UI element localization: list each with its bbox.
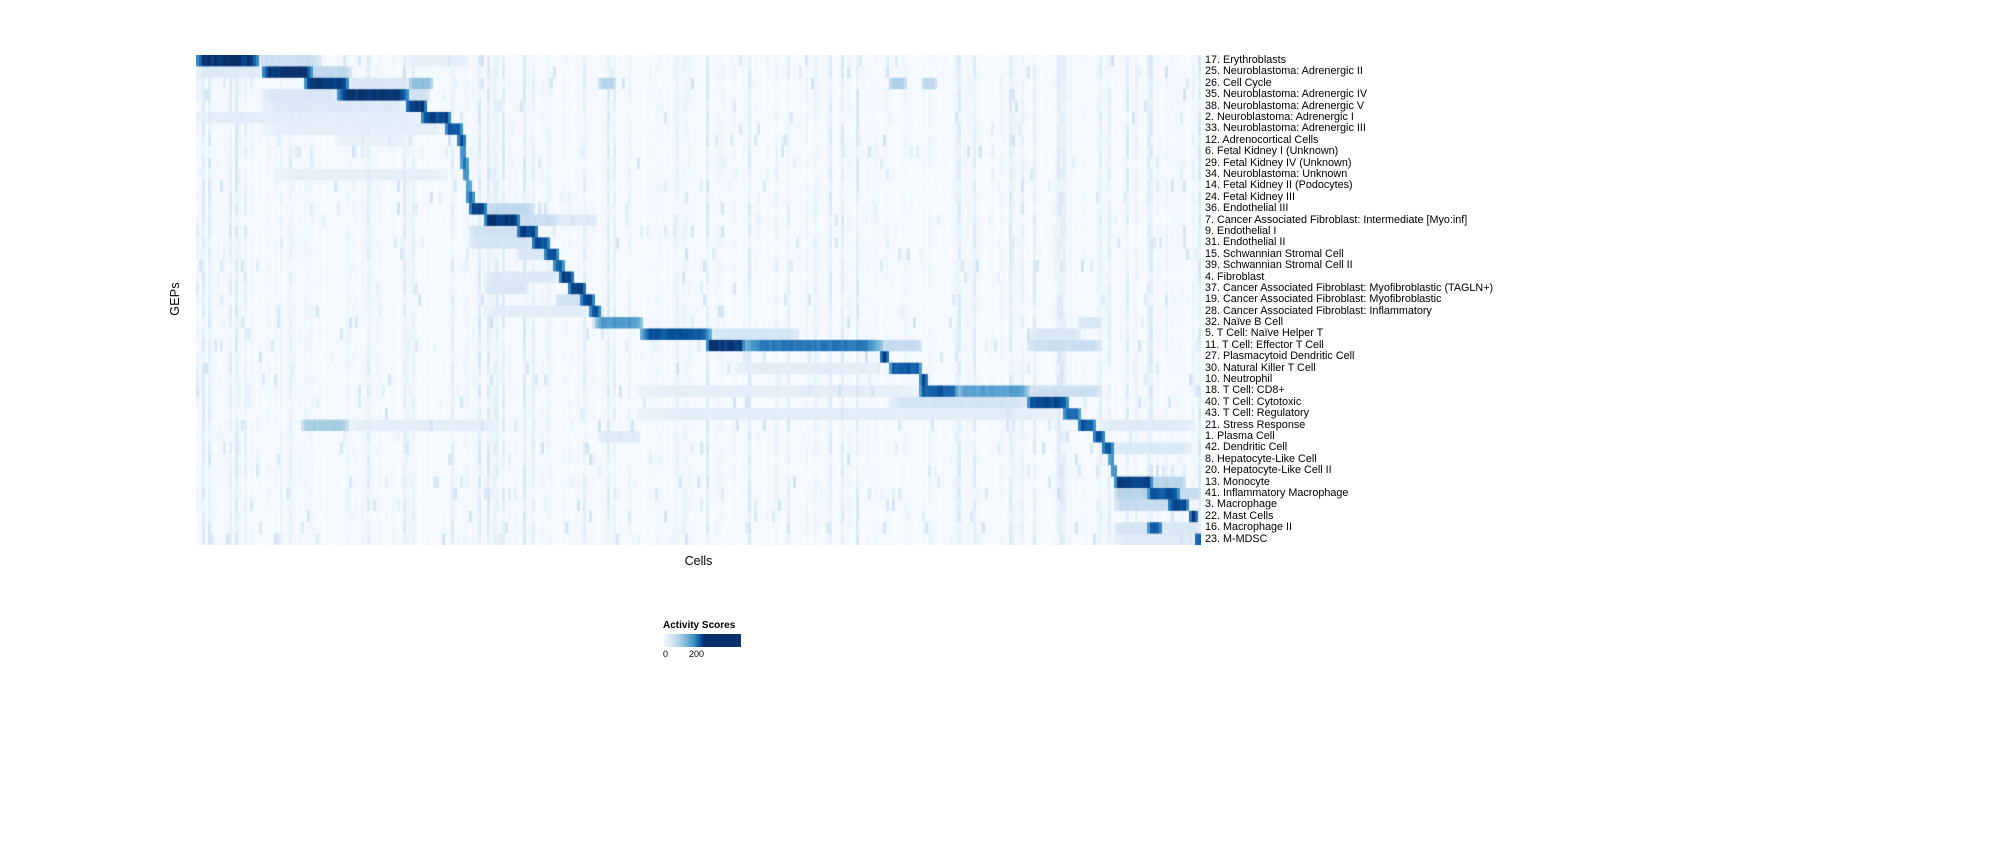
row-label: 10. Neutrophil <box>1205 373 1273 386</box>
row-label: 29. Fetal Kidney IV (Unknown) <box>1205 156 1352 169</box>
row-label: 21. Stress Response <box>1205 418 1306 431</box>
row-label: 17. Erythroblasts <box>1205 54 1287 66</box>
row-label: 32. Naïve B Cell <box>1205 316 1284 329</box>
row-label: 35. Neuroblastoma: Adrenergic IV <box>1205 88 1368 101</box>
row-label: 19. Cancer Associated Fibroblast: Myofib… <box>1205 293 1442 306</box>
row-label: 12. Adrenocortical Cells <box>1205 133 1319 146</box>
row-label: 23. M-MDSC <box>1205 532 1268 545</box>
row-label: 3. Macrophage <box>1205 498 1278 511</box>
row-label: 5. T Cell: Naïve Helper T <box>1205 327 1324 340</box>
row-label: 28. Cancer Associated Fibroblast: Inflam… <box>1205 304 1432 317</box>
row-label: 1. Plasma Cell <box>1205 430 1275 443</box>
legend-tick-max: 200 <box>689 649 705 659</box>
row-label: 4. Fibroblast <box>1205 270 1265 283</box>
legend-colorbar <box>663 634 741 647</box>
row-label: 22. Mast Cells <box>1205 509 1274 522</box>
row-label: 27. Plasmacytoid Dendritic Cell <box>1205 350 1355 363</box>
row-label: 14. Fetal Kidney II (Podocytes) <box>1205 179 1353 192</box>
row-label: 38. Neuroblastoma: Adrenergic V <box>1205 99 1365 112</box>
row-label: 11. T Cell: Effector T Cell <box>1205 338 1324 351</box>
row-label: 40. T Cell: Cytotoxic <box>1205 395 1302 408</box>
legend-tick-min: 0 <box>663 649 669 659</box>
row-label: 25. Neuroblastoma: Adrenergic II <box>1205 65 1363 78</box>
row-label: 36. Endothelial III <box>1205 202 1289 215</box>
row-label: 39. Schwannian Stromal Cell II <box>1205 259 1353 272</box>
row-label: 8. Hepatocyte-Like Cell <box>1205 452 1317 465</box>
row-label: 13. Monocyte <box>1205 475 1270 488</box>
row-label: 42. Dendritic Cell <box>1205 441 1288 454</box>
row-label: 37. Cancer Associated Fibroblast: Myofib… <box>1205 281 1494 294</box>
row-label: 34. Neuroblastoma: Unknown <box>1205 167 1348 180</box>
legend-title: Activity Scores <box>663 620 736 631</box>
x-axis-label: Cells <box>684 554 713 568</box>
row-label: 41. Inflammatory Macrophage <box>1205 487 1349 500</box>
row-label: 33. Neuroblastoma: Adrenergic III <box>1205 122 1366 135</box>
row-label: 43. T Cell: Regulatory <box>1205 407 1310 420</box>
row-label: 30. Natural Killer T Cell <box>1205 361 1316 374</box>
row-label: 26. Cell Cycle <box>1205 76 1272 89</box>
legend-ticks: 0 200 <box>663 647 741 659</box>
row-label: 9. Endothelial I <box>1205 224 1277 237</box>
row-labels: 17. Erythroblasts 25. Neuroblastoma: Adre… <box>1205 54 1765 545</box>
row-label: 24. Fetal Kidney III <box>1205 190 1296 203</box>
row-label: 31. Endothelial II <box>1205 236 1286 249</box>
legend: Activity Scores 0 200 <box>663 620 783 659</box>
row-label: 20. Hepatocyte-Like Cell II <box>1205 464 1332 477</box>
y-axis-label: GEPs <box>168 282 182 316</box>
heatmap-canvas <box>196 55 1201 545</box>
row-label: 18. T Cell: CD8+ <box>1205 384 1285 397</box>
row-label: 7. Cancer Associated Fibroblast: Interme… <box>1205 213 1468 226</box>
row-label: 16. Macrophage II <box>1205 521 1293 534</box>
row-label: 2. Neuroblastoma: Adrenergic I <box>1205 110 1354 123</box>
row-label: 6. Fetal Kidney I (Unknown) <box>1205 145 1339 158</box>
row-label: 15. Schwannian Stromal Cell <box>1205 247 1344 260</box>
